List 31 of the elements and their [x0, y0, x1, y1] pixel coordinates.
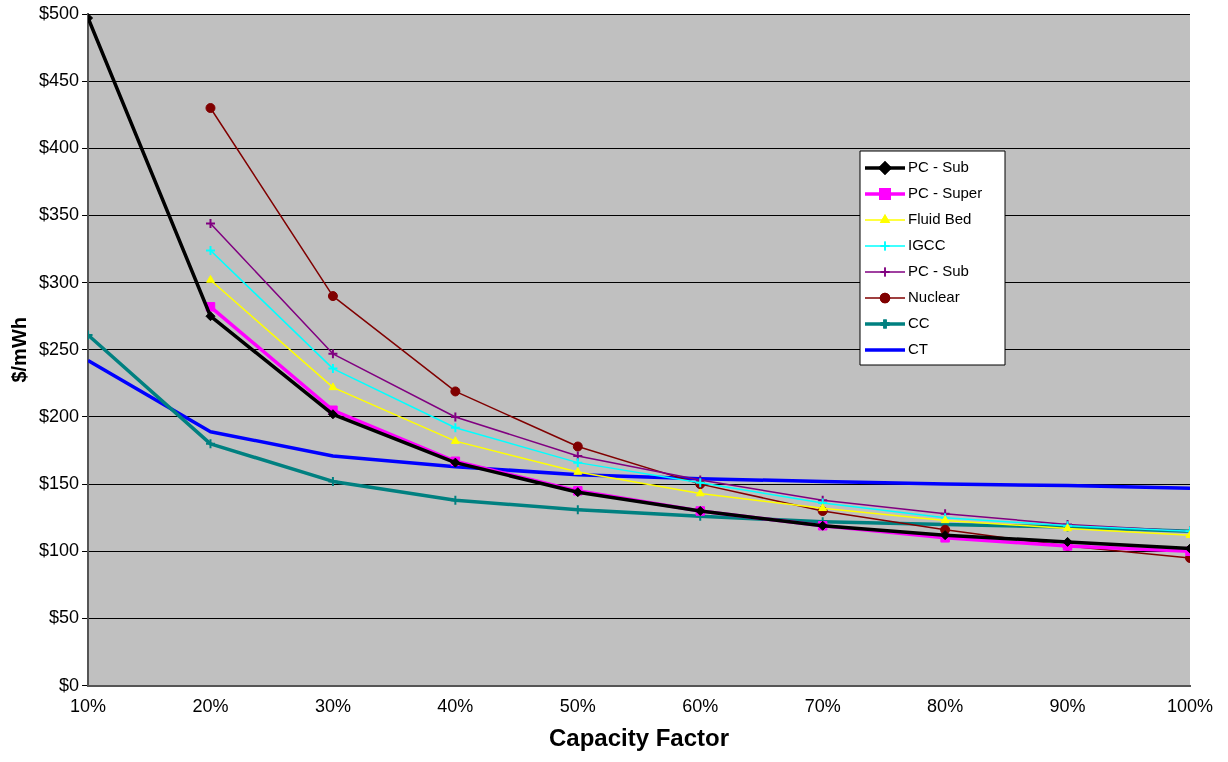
legend-label: PC - Super	[908, 184, 983, 202]
x-tick-label: 10%	[70, 696, 107, 717]
y-axis-title: $/mWh	[7, 317, 30, 383]
x-axis-title: Capacity Factor	[548, 724, 730, 752]
x-tick-label: 20%	[192, 696, 229, 717]
x-tick-label: 30%	[314, 696, 351, 717]
legend-label: PC - Sub	[908, 158, 969, 176]
y-tick-label: $50	[49, 607, 80, 628]
legend-label: CC	[908, 314, 930, 332]
legend-label: CT	[908, 340, 928, 358]
y-tick-label: $0	[59, 674, 80, 695]
y-tick-label: $250	[39, 338, 80, 359]
legend-label: Nuclear	[908, 288, 960, 306]
y-tick-label: $350	[39, 204, 80, 225]
x-tick-label: 60%	[682, 696, 719, 717]
x-tick-label: 70%	[804, 696, 841, 717]
x-tick-label: 100%	[1166, 696, 1214, 717]
y-tick-label: $400	[39, 137, 80, 158]
y-tick-label: $300	[39, 271, 80, 292]
x-tick-label: 40%	[437, 696, 474, 717]
legend-label: PC - Sub	[908, 262, 969, 280]
legend-label: Fluid Bed	[908, 210, 972, 228]
y-tick-label: $100	[39, 540, 80, 561]
y-tick-label: $450	[39, 70, 80, 91]
y-tick-label: $150	[39, 473, 80, 494]
y-tick-label: $500	[39, 2, 80, 23]
y-tick-label: $200	[39, 405, 80, 426]
x-tick-label: 90%	[1049, 696, 1086, 717]
x-tick-label: 50%	[559, 696, 596, 717]
x-tick-label: 80%	[927, 696, 964, 717]
legend-label: IGCC	[908, 236, 946, 254]
